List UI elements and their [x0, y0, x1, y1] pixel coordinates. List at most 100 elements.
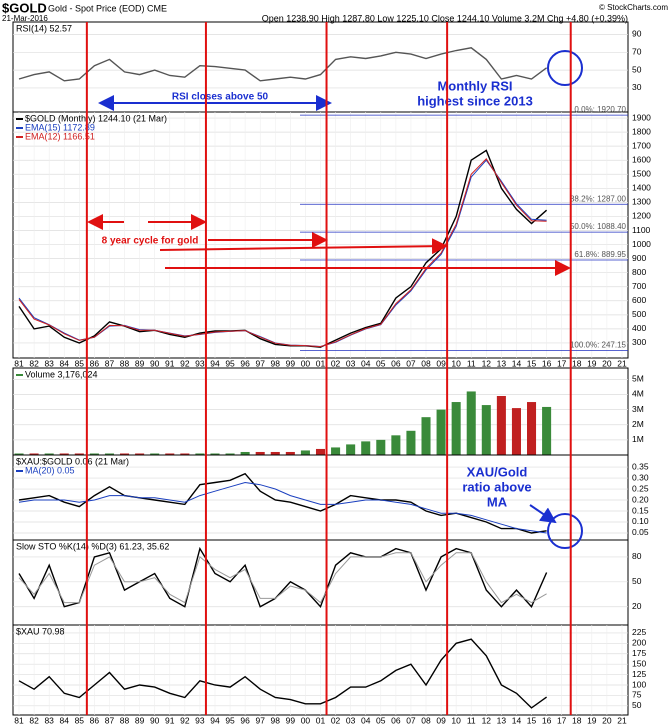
- y-tick-label: 1800: [632, 126, 651, 136]
- y-tick-label: 4M: [632, 389, 644, 399]
- symbol: $GOLD: [2, 0, 47, 15]
- y-tick-label: 100: [632, 679, 646, 689]
- bar: [331, 447, 341, 455]
- x-tick-label: 82: [29, 358, 39, 368]
- bar: [300, 450, 310, 455]
- x-tick-label: 10: [451, 715, 461, 725]
- x-tick-label: 21: [617, 358, 627, 368]
- x-tick-label: 98: [271, 358, 281, 368]
- x-tick-label: 95: [225, 715, 235, 725]
- y-tick-label: 1700: [632, 140, 651, 150]
- fib-label: 38.2%: 1287.00: [570, 194, 627, 203]
- y-tick-label: 0.30: [632, 472, 649, 482]
- bar: [165, 453, 175, 455]
- x-tick-label: 92: [180, 715, 190, 725]
- x-tick-label: 91: [165, 358, 175, 368]
- x-tick-label: 10: [451, 358, 461, 368]
- x-tick-label: 99: [286, 358, 296, 368]
- x-tick-label: 00: [301, 358, 311, 368]
- x-tick-label: 94: [210, 358, 220, 368]
- x-tick-label: 20: [602, 715, 612, 725]
- x-tick-label: 95: [225, 358, 235, 368]
- x-tick-label: 98: [271, 715, 281, 725]
- x-tick-label: 01: [316, 715, 326, 725]
- annotation: ratio above: [462, 479, 531, 494]
- y-tick-label: 1400: [632, 183, 651, 193]
- x-tick-label: 03: [346, 715, 356, 725]
- bar: [406, 430, 416, 455]
- y-tick-label: 400: [632, 323, 646, 333]
- y-tick-label: 125: [632, 669, 646, 679]
- bar: [451, 402, 461, 455]
- x-tick-label: 01: [316, 358, 326, 368]
- bar: [481, 405, 491, 455]
- arrow: [529, 504, 557, 524]
- annotation: Monthly RSI: [437, 78, 512, 93]
- x-tick-label: 88: [120, 715, 130, 725]
- x-tick-label: 17: [557, 715, 567, 725]
- x-tick-label: 83: [44, 715, 54, 725]
- bar: [466, 391, 476, 455]
- y-tick-label: 500: [632, 309, 646, 319]
- y-tick-label: 75: [632, 690, 642, 700]
- x-tick-label: 02: [331, 715, 341, 725]
- x-tick-label: 15: [527, 358, 537, 368]
- x-tick-label: 05: [376, 715, 386, 725]
- x-tick-label: 09: [436, 358, 446, 368]
- x-tick-label: 90: [150, 715, 160, 725]
- x-tick-label: 02: [331, 358, 341, 368]
- x-tick-label: 05: [376, 358, 386, 368]
- x-tick-label: 04: [361, 715, 371, 725]
- legend-label: MA(20) 0.05: [25, 465, 75, 475]
- x-tick-label: 89: [135, 358, 145, 368]
- y-tick-label: 20: [632, 601, 642, 611]
- x-tick-label: 91: [165, 715, 175, 725]
- x-tick-label: 19: [587, 715, 597, 725]
- bar: [59, 453, 69, 455]
- bar: [315, 448, 326, 455]
- x-tick-label: 11: [467, 715, 476, 725]
- x-tick-label: 04: [361, 358, 371, 368]
- series-line: [18, 47, 548, 82]
- legend-label: Volume 3,176,024: [25, 369, 98, 379]
- x-tick-label: 14: [512, 715, 522, 725]
- x-tick-label: 03: [346, 358, 356, 368]
- x-tick-label: 89: [135, 715, 145, 725]
- bar: [255, 451, 265, 455]
- y-tick-label: 5M: [632, 374, 644, 384]
- y-tick-label: 50: [632, 64, 642, 74]
- y-tick-label: 900: [632, 253, 646, 263]
- y-tick-label: 0.35: [632, 461, 649, 471]
- x-tick-label: 86: [90, 358, 100, 368]
- fib-label: 100.0%: 247.15: [570, 340, 627, 349]
- bar: [496, 395, 506, 455]
- legend-label: $GOLD (Monthly) 1244.10 (21 Mar): [25, 113, 167, 123]
- y-tick-label: 90: [632, 29, 642, 39]
- highlight-circle: [547, 50, 583, 86]
- x-tick-label: 11: [467, 358, 476, 368]
- y-tick-label: 70: [632, 47, 642, 57]
- annotation: MA: [487, 494, 508, 509]
- x-tick-label: 16: [542, 358, 552, 368]
- bar: [74, 453, 84, 455]
- y-tick-label: 1500: [632, 169, 651, 179]
- y-tick-label: 1200: [632, 211, 651, 221]
- x-tick-label: 16: [542, 715, 552, 725]
- arrows: [87, 50, 583, 549]
- annotation: highest since 2013: [417, 93, 533, 108]
- x-tick-label: 84: [60, 358, 70, 368]
- bar: [150, 453, 160, 455]
- x-tick-label: 12: [482, 715, 492, 725]
- series-line: [18, 149, 548, 348]
- x-tick-label: 12: [482, 358, 492, 368]
- x-tick-label: 90: [150, 358, 160, 368]
- x-tick-label: 15: [527, 715, 537, 725]
- x-tick-label: 87: [105, 715, 115, 725]
- bar: [120, 453, 130, 455]
- y-tick-label: 800: [632, 267, 646, 277]
- bar: [527, 402, 537, 455]
- fib-label: 0.0%: 1920.70: [574, 105, 626, 114]
- x-tick-label: 97: [255, 358, 265, 368]
- symbol-name: Gold - Spot Price (EOD) CME: [48, 3, 167, 13]
